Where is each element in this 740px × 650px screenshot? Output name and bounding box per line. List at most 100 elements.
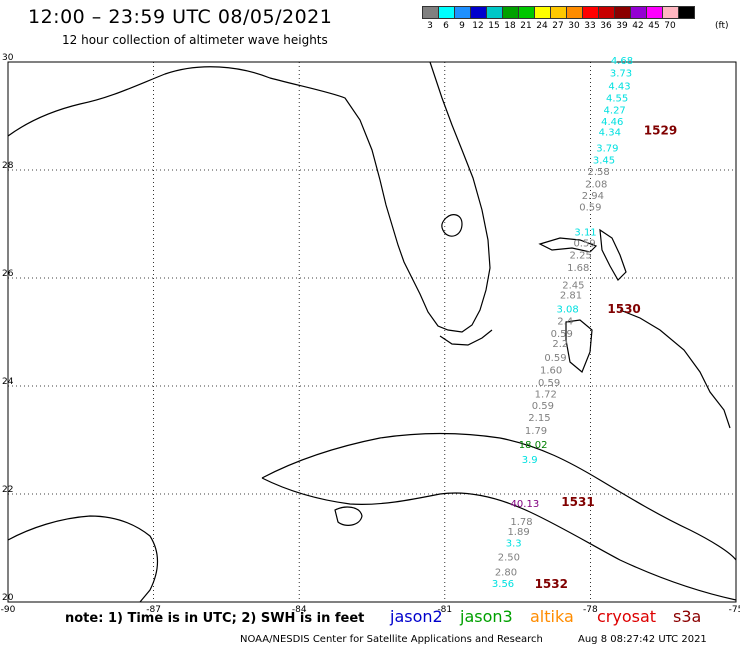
pass-number: 1529 — [644, 123, 677, 137]
bahamas-abaco — [599, 228, 627, 281]
wave-height-value: 4.27 — [604, 105, 626, 116]
color-scale-labels: 3 6 9 12 15 18 21 24 27 30 33 36 39 42 45 70 — [422, 21, 678, 31]
wave-height-value: 2.4 — [557, 316, 573, 327]
scale-label: 42 — [632, 21, 644, 31]
scale-swatch — [678, 6, 695, 19]
wave-height-value: 3.08 — [556, 305, 578, 316]
lake-okeechobee — [441, 214, 463, 237]
map-title: 12:00 – 23:59 UTC 08/05/2021 — [28, 6, 333, 28]
wave-height-value: 1.68 — [567, 263, 589, 274]
coastlines — [7, 61, 737, 603]
generation-timestamp: Aug 8 08:27:42 UTC 2021 — [578, 634, 707, 645]
wave-height-value: 0.59 — [573, 239, 595, 250]
wave-height-value: 0.59 — [538, 378, 560, 389]
longitude-label: -87 — [146, 605, 161, 615]
scale-label: 12 — [472, 21, 484, 31]
scale-label: 9 — [459, 21, 465, 31]
wave-height-value: 0.59 — [532, 401, 554, 412]
mission-label-altika: altika — [530, 607, 574, 626]
lat-lon-grid: -90 -87 -84 -81 -78 -75 30 28 26 24 22 20 — [1, 53, 740, 615]
wave-height-value: 1.72 — [535, 389, 557, 400]
wave-height-value: 3.3 — [506, 538, 522, 549]
latitude-label: 22 — [2, 485, 13, 495]
cuba-north-coast — [261, 432, 737, 561]
wave-height-value: 3.9 — [522, 455, 538, 466]
scale-label: 30 — [568, 21, 580, 31]
mission-label-jason3: jason3 — [460, 607, 513, 626]
scale-label: 27 — [552, 21, 564, 31]
yucatan-coast — [7, 515, 159, 603]
pass-number: 1532 — [535, 577, 568, 591]
wave-height-value: 0.59 — [579, 203, 601, 214]
scale-label: 3 — [427, 21, 433, 31]
wave-height-value: 1.78 — [510, 517, 532, 528]
color-scale — [422, 6, 695, 19]
scale-label: 36 — [600, 21, 612, 31]
footer-note: note: 1) Time is in UTC; 2) SWH is in fe… — [65, 611, 365, 626]
wave-height-value: 4.34 — [599, 127, 621, 138]
wave-height-value: 2.2 — [552, 339, 568, 350]
scale-label: 33 — [584, 21, 596, 31]
scale-label: 24 — [536, 21, 548, 31]
bahamas-andros — [565, 319, 593, 373]
mission-label-s3a: s3a — [673, 607, 702, 626]
mission-label-cryosat: cryosat — [597, 607, 657, 626]
florida-keys — [439, 329, 493, 346]
wave-height-value: 2.94 — [582, 191, 604, 202]
wave-height-value: 2.50 — [498, 552, 520, 563]
longitude-label: -78 — [583, 605, 598, 615]
pass-number: 1530 — [607, 302, 640, 316]
wave-height-value: 1.89 — [507, 527, 529, 538]
wave-height-value: 2.80 — [495, 568, 517, 579]
wave-height-value: 4.43 — [608, 82, 630, 93]
wave-height-value: 3.79 — [596, 144, 618, 155]
wave-height-value: 3.73 — [610, 69, 632, 80]
longitude-label: -84 — [292, 605, 307, 615]
longitude-label: -75 — [729, 605, 740, 615]
altimeter-track-values: 4.68 3.73 4.434.554.274.464.34 3.793.452.58… — [492, 56, 633, 590]
wave-height-value: 3.11 — [574, 227, 596, 238]
longitude-label: -90 — [1, 605, 16, 615]
credit-line: NOAA/NESDIS Center for Satellite Applica… — [240, 634, 543, 645]
wave-height-value: 2.45 — [562, 280, 584, 291]
scale-label: 15 — [488, 21, 500, 31]
mission-label-jason2: jason2 — [390, 607, 443, 626]
wave-height-value: 4.68 — [611, 56, 633, 67]
wave-height-value: 4.46 — [601, 117, 623, 128]
latitude-label: 26 — [2, 269, 14, 279]
isle-of-youth — [334, 506, 363, 526]
cuba-south-coast — [261, 477, 737, 601]
wave-height-value: 3.45 — [593, 156, 615, 167]
wave-height-value: 3.56 — [492, 579, 514, 590]
wave-height-value: 2.15 — [528, 413, 550, 424]
pass-number: 1531 — [561, 495, 594, 509]
latitude-label: 30 — [2, 53, 14, 63]
scale-label: 21 — [520, 21, 532, 31]
scale-label: 70 — [664, 21, 676, 31]
wave-height-value: 1.79 — [525, 426, 547, 437]
map-frame — [7, 61, 737, 603]
gulf-coast-north — [7, 61, 491, 333]
wave-height-value: 40.13 — [511, 499, 540, 510]
scale-label: 18 — [504, 21, 516, 31]
color-scale-unit: (ft) — [715, 21, 729, 31]
latitude-label: 24 — [2, 377, 14, 387]
wave-height-value: 2.81 — [560, 291, 582, 302]
scale-label: 45 — [648, 21, 660, 31]
scale-label: 39 — [616, 21, 628, 31]
map-subtitle: 12 hour collection of altimeter wave hei… — [62, 33, 328, 47]
latitude-label: 28 — [2, 161, 14, 171]
bahamas-grand — [538, 237, 598, 253]
wave-height-value: 4.55 — [606, 93, 628, 104]
bahamas-eleuthera — [619, 309, 731, 429]
wave-height-value: 1.60 — [540, 366, 562, 377]
latitude-label: 20 — [2, 593, 14, 603]
wave-height-value: 2.25 — [570, 251, 592, 262]
wave-height-value: 18.02 — [519, 440, 548, 451]
longitude-label: -81 — [437, 605, 452, 615]
wave-height-value: 2.58 — [588, 167, 610, 178]
wave-height-value: 0.59 — [551, 329, 573, 340]
wave-height-value: 2.08 — [585, 179, 607, 190]
scale-label: 6 — [443, 21, 449, 31]
